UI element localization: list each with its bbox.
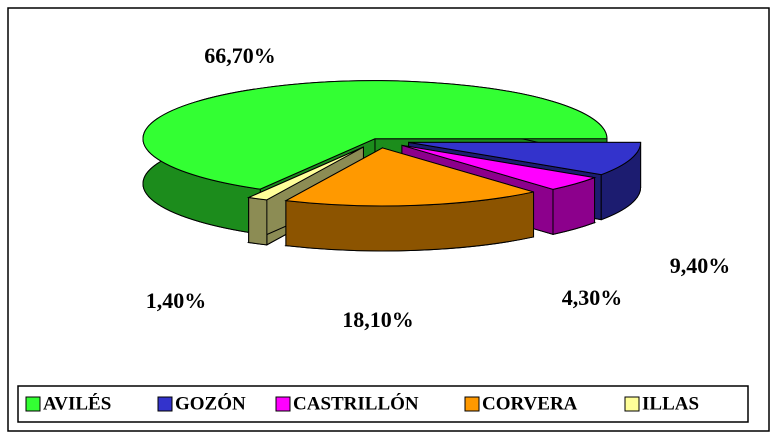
legend-swatch — [275, 396, 291, 412]
legend-swatch — [25, 396, 41, 412]
slice-side — [248, 196, 268, 246]
data-label: 9,40% — [670, 253, 731, 278]
legend-swatch — [624, 396, 640, 412]
slice — [142, 80, 608, 190]
data-label: 4,30% — [562, 285, 623, 310]
legend-swatch — [464, 396, 480, 412]
legend-label: AVILÉS — [43, 392, 111, 414]
slice — [284, 147, 534, 207]
data-label: 18,10% — [342, 307, 414, 332]
legend-swatch — [157, 396, 173, 412]
slice — [408, 141, 642, 176]
slice — [401, 144, 597, 190]
legend-label: CASTRILLÓN — [293, 392, 419, 414]
data-label: 1,40% — [146, 288, 207, 313]
legend-label: GOZÓN — [175, 392, 246, 414]
slice — [246, 146, 364, 201]
legend-label: ILLAS — [642, 393, 699, 414]
legend-label: CORVERA — [482, 393, 578, 414]
data-label: 66,70% — [204, 43, 276, 68]
